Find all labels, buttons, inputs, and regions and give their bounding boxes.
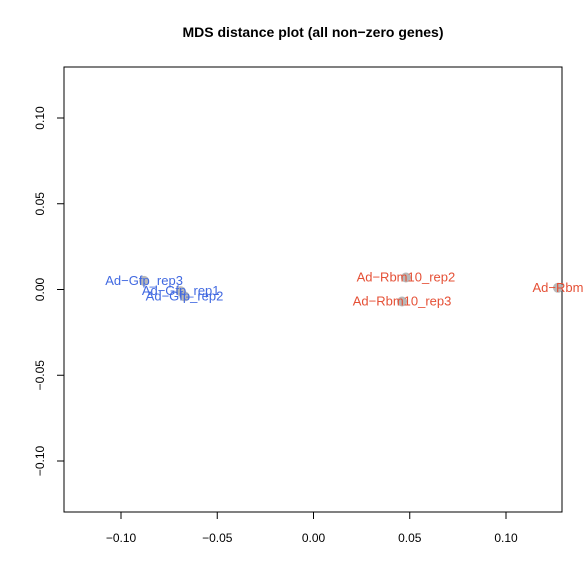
chart-title: MDS distance plot (all non−zero genes) bbox=[183, 24, 444, 40]
data-points bbox=[139, 272, 563, 307]
y-tick-label: 0.00 bbox=[33, 277, 47, 301]
data-point bbox=[397, 296, 408, 307]
y-tick-label: −0.10 bbox=[33, 445, 47, 476]
point-label: Ad−Rbm10_rep2 bbox=[357, 269, 456, 284]
x-tick-label: −0.05 bbox=[202, 531, 233, 545]
point-label: Ad−Gfp_rep3 bbox=[105, 273, 183, 288]
plot-frame bbox=[63, 66, 563, 513]
y-tick-label: 0.10 bbox=[33, 106, 47, 130]
x-axis: −0.10 −0.05 0.00 0.05 0.10 bbox=[106, 511, 518, 545]
point-label: Ad−Rbm10_rep3 bbox=[353, 294, 452, 309]
y-axis: −0.10 −0.05 0.00 0.05 0.10 bbox=[33, 106, 65, 476]
data-point bbox=[552, 282, 563, 293]
x-tick-label: 0.05 bbox=[398, 531, 422, 545]
data-point bbox=[139, 275, 150, 286]
x-tick-label: 0.10 bbox=[494, 531, 518, 545]
x-tick-label: −0.10 bbox=[106, 531, 137, 545]
data-point bbox=[400, 272, 411, 283]
point-label: Ad−Gfp_rep1 bbox=[142, 283, 220, 298]
x-tick-label: 0.00 bbox=[302, 531, 326, 545]
point-label: Ad−Gfp_rep2 bbox=[146, 288, 224, 303]
point-label: Ad−Rbm bbox=[532, 280, 583, 295]
data-point bbox=[179, 291, 190, 302]
y-tick-label: −0.05 bbox=[33, 360, 47, 391]
y-tick-label: 0.05 bbox=[33, 192, 47, 216]
